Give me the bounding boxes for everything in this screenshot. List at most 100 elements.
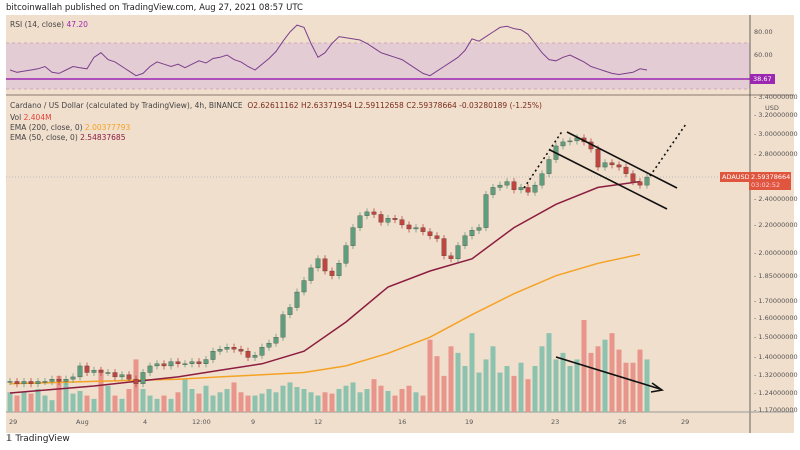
channel-lower-line[interactable] (549, 149, 668, 210)
candle (315, 258, 321, 269)
volume-bar (343, 385, 349, 412)
legend-ema50: EMA (50, close, 0) 2.54837685 (10, 133, 125, 142)
time-tick: 26 (618, 418, 627, 426)
candle (462, 235, 468, 246)
candle (133, 379, 139, 384)
candle (413, 227, 419, 230)
candle (406, 224, 412, 230)
volume-bar (14, 395, 20, 412)
volume-bar (595, 346, 601, 412)
volume-trend-arrow[interactable] (555, 356, 661, 390)
volume-bar (7, 392, 13, 412)
candle (7, 381, 13, 383)
volume-bar (77, 390, 83, 412)
candle (385, 218, 391, 223)
candle (21, 381, 27, 384)
candle (546, 159, 552, 174)
candle (420, 227, 426, 232)
time-tick: 9 (251, 418, 256, 426)
volume-bar (252, 395, 258, 412)
volume-bar (420, 395, 426, 412)
symbol-title: Cardano / US Dollar (calculated by Tradi… (10, 101, 243, 110)
volume-bar (434, 356, 440, 412)
projection-dotted-line[interactable] (649, 123, 687, 177)
ema50-line (9, 180, 641, 394)
ema50-label: EMA (50, close, 0) (10, 133, 78, 142)
volume-bar (497, 372, 503, 412)
volume-bar (455, 352, 461, 412)
candle (378, 214, 384, 223)
candle (602, 162, 608, 168)
volume-bar (427, 339, 433, 412)
flagpole-dotted-line[interactable] (523, 129, 564, 189)
candle (189, 361, 195, 364)
price-axis[interactable] (750, 15, 794, 433)
volume-bar (602, 339, 608, 412)
candle (126, 374, 132, 380)
volume-bar (210, 395, 216, 412)
candle (196, 361, 202, 364)
volume-bar (21, 392, 27, 412)
volume-bar (413, 392, 419, 412)
candle (371, 211, 377, 215)
candle (245, 351, 251, 358)
volume-bar (301, 389, 307, 412)
time-tick: 16 (398, 418, 407, 426)
candle (567, 140, 573, 143)
candle (154, 363, 160, 367)
tradingview-logo[interactable]: 𝟙 TradingView (6, 434, 70, 444)
currency-label: USD (765, 104, 779, 112)
candle (70, 376, 76, 380)
rsi-tick: 80.00 (754, 28, 773, 36)
volume-bar (574, 359, 580, 412)
legend-ema200: EMA (200, close, 0) 2.00377793 (10, 123, 130, 132)
volume-bar (273, 392, 279, 412)
volume-bar (441, 375, 447, 412)
candle (644, 176, 650, 186)
candle (483, 194, 489, 228)
ema200-label: EMA (200, close, 0) (10, 123, 83, 132)
volume-bar (105, 385, 111, 412)
candle (336, 263, 342, 276)
channel-upper-line[interactable] (566, 131, 678, 189)
volume-bar (392, 395, 398, 412)
candle (490, 187, 496, 195)
price-tick: - 3.40000000 (754, 93, 798, 102)
candle (504, 181, 510, 186)
candle (259, 347, 265, 356)
trend-drawings[interactable] (523, 123, 687, 393)
volume-bar (140, 389, 146, 412)
volume-bar (84, 395, 90, 412)
candle (609, 162, 615, 166)
candle (203, 359, 209, 364)
price-tick: - 1.17000000 (754, 406, 798, 415)
time-tick: 29 (9, 418, 18, 426)
volume-bar (329, 393, 335, 412)
candle (434, 235, 440, 239)
candle (168, 361, 174, 367)
rsi-label-text: RSI (14, close) (10, 20, 65, 29)
volume-bar (588, 352, 594, 412)
candle (630, 173, 636, 182)
price-badge: 2.59378664 03:02:52 (749, 172, 791, 190)
volume-bar (245, 395, 251, 412)
volume-bar (287, 382, 293, 412)
price-tick: - 2.80000000 (754, 150, 798, 159)
volume-bar (154, 398, 160, 412)
candle (217, 349, 223, 352)
time-tick: Aug (76, 418, 89, 426)
volume-bar (469, 333, 475, 412)
candle (182, 363, 188, 365)
volume-bar (462, 366, 468, 412)
candle (105, 372, 111, 374)
volume-bar (126, 389, 132, 412)
volume-bar (56, 375, 62, 412)
candle (35, 381, 41, 384)
time-tick: 4 (143, 418, 148, 426)
candle (539, 173, 545, 186)
rsi-line (9, 24, 648, 77)
candle (329, 270, 335, 276)
candle (210, 351, 216, 360)
volume-bar (546, 333, 552, 412)
candle (287, 307, 293, 315)
